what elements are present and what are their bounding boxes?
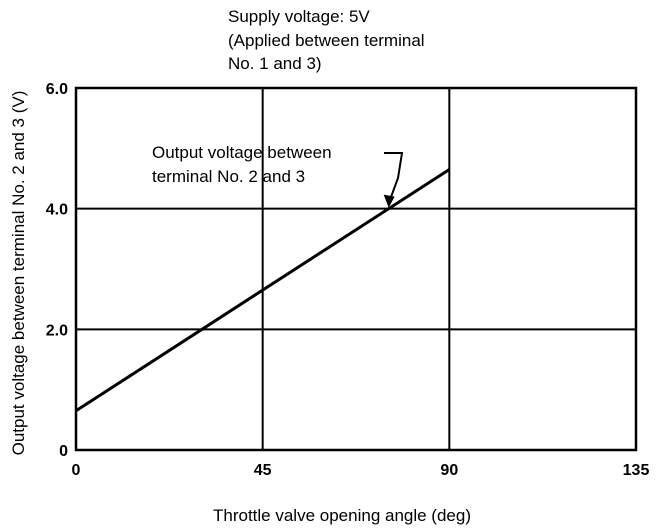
x-tick-label: 90: [440, 462, 458, 479]
plot-frame: [74, 86, 638, 452]
output-voltage-line: [75, 168, 451, 413]
x-tick-label: 45: [254, 462, 272, 479]
y-tick-label: 0: [59, 443, 68, 460]
x-axis-label: Throttle valve opening angle (deg): [213, 506, 471, 525]
series-label-line: Output voltage between: [152, 143, 332, 162]
leader-arrowhead: [383, 194, 395, 208]
supply-note-line-1: Supply voltage: 5V: [228, 7, 370, 26]
y-tick-label: 2.0: [46, 322, 68, 339]
series-layer: Output voltage between terminal No. 2 and…: [75, 143, 451, 413]
supply-note-line-2: (Applied between terminal: [228, 31, 425, 50]
series-label-line: terminal No. 2 and 3: [152, 167, 305, 186]
tick-labels: 0 45 90 135 0 2.0 4.0 6.0: [46, 81, 650, 479]
y-tick-label: 4.0: [46, 202, 68, 219]
y-axis-label: Output voltage between terminal No. 2 an…: [9, 91, 28, 456]
x-tick-label: 0: [72, 462, 81, 479]
grid-lines: [76, 88, 636, 450]
x-tick-label: 135: [623, 462, 650, 479]
series-label-leader: [384, 152, 404, 202]
supply-note-line-3: No. 1 and 3): [228, 54, 322, 73]
y-tick-label: 6.0: [46, 81, 68, 98]
